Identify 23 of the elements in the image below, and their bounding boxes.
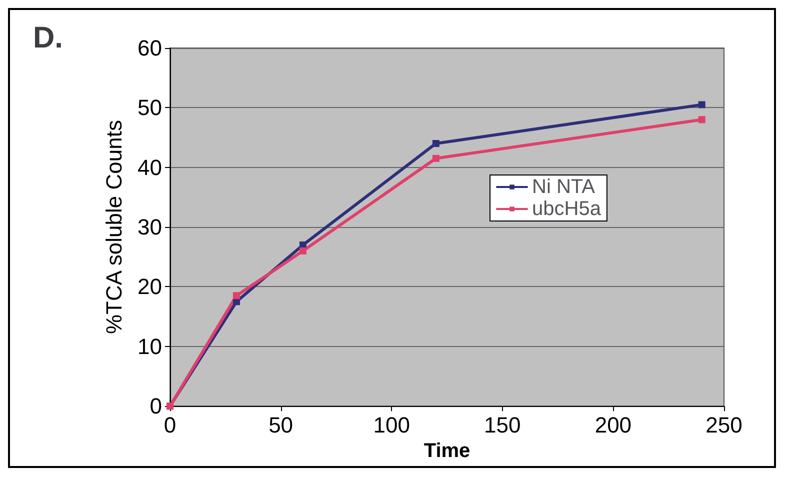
y-tick-label: 60 [138, 36, 162, 60]
legend-label: Ni NTA [532, 176, 596, 198]
legend-label: ubcH5a [532, 198, 602, 220]
x-axis-title: Time [424, 440, 470, 462]
y-tick-label: 30 [138, 214, 162, 240]
point [698, 116, 706, 124]
chart-title: D. [33, 22, 63, 54]
y-tick-label: 20 [138, 274, 162, 300]
y-tick-label: 10 [138, 334, 162, 359]
y-axis-title: %TCA soluble Counts [102, 120, 126, 334]
x-tick-label: 100 [373, 412, 410, 438]
point [299, 247, 306, 254]
x-tick-label: 50 [268, 412, 294, 438]
y-tick-label: 0 [150, 394, 162, 419]
x-tick-label: 150 [484, 412, 521, 438]
x-tick-label: 200 [594, 412, 632, 438]
y-tick-label: 40 [138, 154, 162, 180]
x-tick-label: 250 [706, 412, 742, 438]
point [232, 292, 240, 300]
point [432, 140, 440, 147]
point [432, 154, 440, 162]
point [698, 101, 706, 108]
y-tick-label: 50 [138, 95, 162, 120]
